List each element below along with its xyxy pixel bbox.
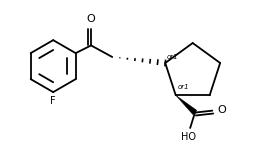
Text: or1: or1	[178, 84, 189, 90]
Polygon shape	[176, 95, 197, 115]
Text: F: F	[50, 96, 56, 106]
Text: O: O	[217, 105, 226, 115]
Text: HO: HO	[181, 132, 196, 142]
Text: or1: or1	[167, 54, 179, 60]
Text: O: O	[87, 14, 95, 24]
